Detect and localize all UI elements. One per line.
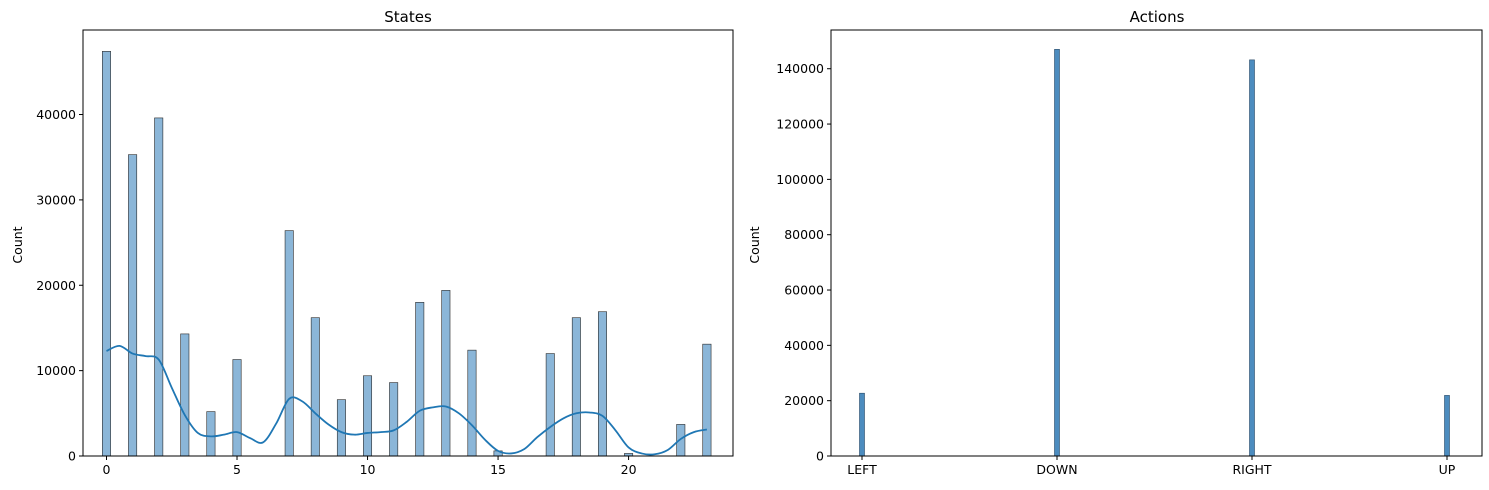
states-bar bbox=[128, 154, 138, 457]
states-bar bbox=[467, 349, 477, 457]
actions-chart: Actions Count 0 20000 40000 60000 80000 10000… bbox=[747, 8, 1483, 477]
states-bar bbox=[284, 230, 294, 457]
states-bar bbox=[597, 311, 607, 457]
states-x-tick-label: 20 bbox=[621, 462, 637, 477]
states-y-tick-label: 20000 bbox=[36, 278, 76, 293]
actions-x-tick-label: DOWN bbox=[1036, 462, 1077, 477]
actions-x-tick-label: UP bbox=[1439, 462, 1456, 477]
states-bar bbox=[336, 399, 346, 457]
actions-y-tick-label: 60000 bbox=[784, 283, 824, 298]
states-bar bbox=[363, 375, 373, 457]
actions-x-tick-label: LEFT bbox=[847, 462, 877, 477]
states-bar bbox=[102, 51, 111, 457]
actions-bars bbox=[859, 49, 1450, 457]
states-x-ticks: 0 5 10 15 20 bbox=[103, 456, 637, 477]
actions-plot-frame bbox=[830, 29, 1483, 457]
actions-y-tick-label: 80000 bbox=[784, 227, 824, 242]
actions-bar bbox=[1054, 49, 1060, 457]
states-bar bbox=[702, 343, 712, 457]
actions-x-tick-label: RIGHT bbox=[1232, 462, 1271, 477]
states-x-tick-label: 0 bbox=[103, 462, 111, 477]
states-bar bbox=[571, 317, 581, 457]
states-bars bbox=[102, 51, 712, 457]
actions-y-ticks: 0 20000 40000 60000 80000 100000 120000 140000 bbox=[776, 61, 831, 464]
states-y-axis-label: Count bbox=[10, 226, 25, 263]
states-kde-line bbox=[106, 344, 708, 456]
states-x-tick-label: 5 bbox=[233, 462, 241, 477]
states-chart: States Count 0 10000 20000 30000 40000 0 5 10 1… bbox=[10, 8, 734, 477]
states-y-ticks: 0 10000 20000 30000 40000 bbox=[36, 107, 83, 464]
states-plot-frame bbox=[82, 29, 734, 457]
states-x-tick-label: 10 bbox=[360, 462, 376, 477]
states-bar bbox=[154, 117, 164, 457]
actions-y-tick-label: 120000 bbox=[776, 117, 824, 132]
actions-y-axis-label: Count bbox=[747, 226, 762, 263]
actions-x-ticks: LEFT DOWN RIGHT UP bbox=[847, 456, 1456, 477]
states-bar bbox=[206, 411, 216, 457]
actions-y-tick-label: 140000 bbox=[776, 61, 824, 76]
states-bar bbox=[180, 333, 190, 457]
states-bar bbox=[415, 302, 425, 457]
actions-bar bbox=[859, 392, 865, 457]
states-y-tick-label: 40000 bbox=[36, 107, 76, 122]
states-bar bbox=[441, 290, 451, 457]
states-bar bbox=[545, 353, 555, 457]
states-y-tick-label: 10000 bbox=[36, 363, 76, 378]
actions-y-tick-label: 0 bbox=[816, 449, 824, 464]
states-chart-title: States bbox=[384, 8, 432, 26]
actions-y-tick-label: 40000 bbox=[784, 338, 824, 353]
states-y-tick-label: 30000 bbox=[36, 192, 76, 207]
actions-y-tick-label: 20000 bbox=[784, 393, 824, 408]
states-bar bbox=[389, 382, 399, 457]
states-bar bbox=[310, 317, 320, 457]
actions-chart-title: Actions bbox=[1130, 8, 1185, 26]
actions-y-tick-label: 100000 bbox=[776, 172, 824, 187]
states-bar bbox=[232, 359, 242, 457]
actions-bar bbox=[1249, 59, 1255, 457]
states-x-tick-label: 15 bbox=[490, 462, 506, 477]
states-y-tick-label: 0 bbox=[68, 449, 76, 464]
actions-bar bbox=[1444, 395, 1450, 457]
